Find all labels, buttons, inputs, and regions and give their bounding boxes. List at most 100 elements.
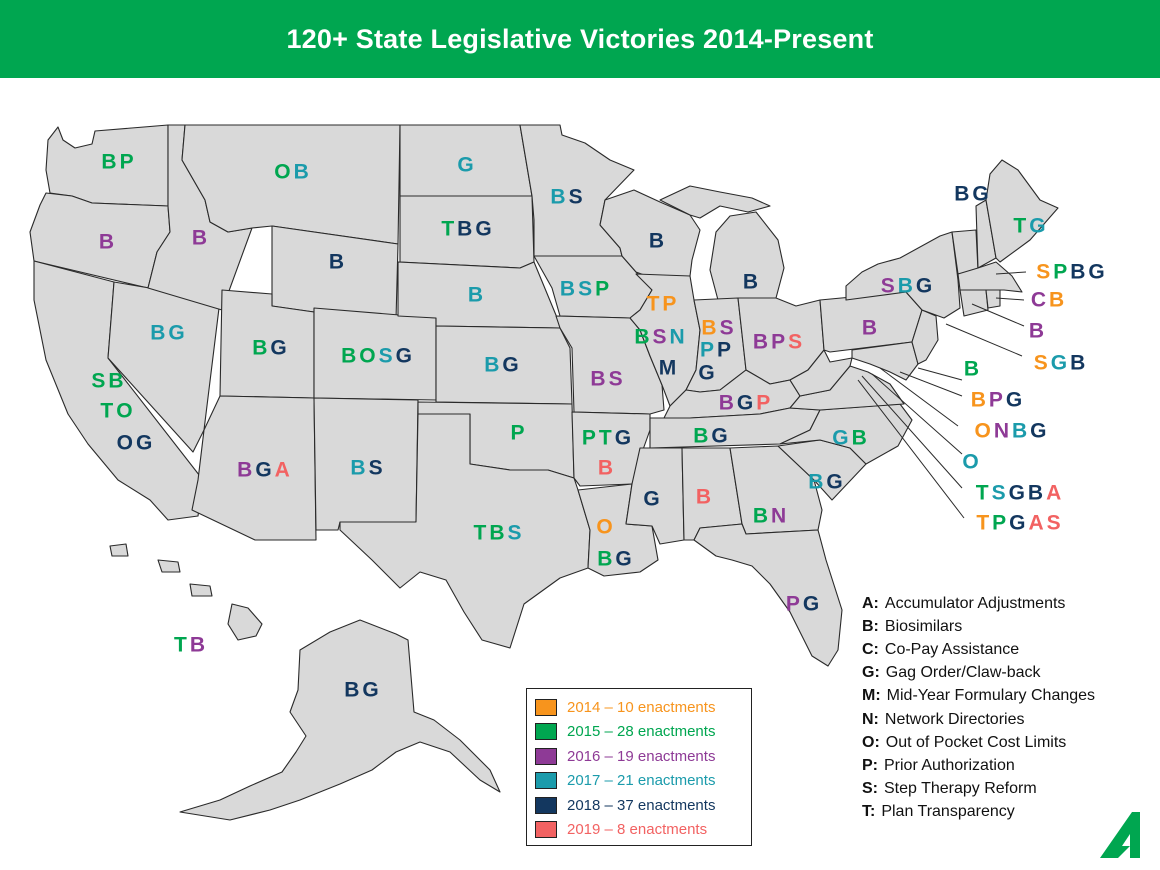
code-letter: T <box>473 521 488 545</box>
year-legend-label: 2017 – 21 enactments <box>567 772 716 790</box>
key-letter: P: <box>862 756 878 774</box>
leader-line-ri <box>995 297 1025 301</box>
state-hawaii-island-3 <box>189 583 213 597</box>
code-letter: G <box>255 458 273 482</box>
key-letter: C: <box>862 640 879 658</box>
year-color-swatch <box>535 747 557 765</box>
key-legend-row: C: Co-Pay Assistance <box>862 638 1152 661</box>
code-letter: B <box>970 388 987 412</box>
year-legend-label: 2015 – 28 enactments <box>567 723 716 741</box>
leader-line-de <box>917 367 963 381</box>
state-codes-south-carolina: BG <box>807 472 845 493</box>
state-codes-north-carolina: GB <box>831 428 869 449</box>
code-letter: G <box>168 321 186 345</box>
code-letter: B <box>693 424 710 448</box>
code-letter: P <box>1053 260 1069 284</box>
code-letter: B <box>108 369 125 393</box>
key-legend-row: S: Step Therapy Reform <box>862 778 1152 801</box>
code-letter: B <box>590 367 607 391</box>
state-codes-iowa: BSP <box>559 279 611 300</box>
state-codes-mississippi: G <box>642 489 661 510</box>
state-codes-washington: BP <box>100 152 135 173</box>
key-letter: B: <box>862 617 879 635</box>
code-letter: B <box>328 250 346 274</box>
key-legend-row: M: Mid-Year Formulary Changes <box>862 685 1152 708</box>
year-color-swatch <box>535 698 557 716</box>
state-codes-nebraska: B <box>467 285 485 306</box>
key-letter: O: <box>862 733 880 751</box>
code-letter: S <box>1046 511 1062 535</box>
code-letter: N <box>771 504 788 528</box>
code-letter: T <box>646 292 661 316</box>
state-codes-maine: TG <box>1012 216 1047 237</box>
code-letter: P <box>717 338 733 362</box>
state-codes-missouri: BS <box>589 369 624 390</box>
year-legend-row: 2016 – 19 enactments <box>535 744 745 769</box>
code-letter: B <box>341 344 358 368</box>
code-letter: S <box>880 274 896 298</box>
code-letter: G <box>915 274 934 298</box>
code-letter: S <box>788 330 804 354</box>
code-letter: B <box>189 633 206 657</box>
code-letter: B <box>648 229 666 253</box>
year-color-swatch <box>535 796 557 814</box>
state-codes-oklahoma: P <box>509 423 526 444</box>
year-legend-row: 2019 – 8 enactments <box>535 818 745 843</box>
code-letter: B <box>293 160 310 184</box>
code-letter: T <box>598 426 613 450</box>
state-michigan <box>709 211 785 301</box>
state-montana <box>181 124 401 245</box>
code-letter: S <box>1036 260 1052 284</box>
code-letter: B <box>457 217 474 241</box>
state-codes-kentucky: BGP <box>718 393 773 414</box>
year-legend: 2014 – 10 enactments 2015 – 28 enactments… <box>526 688 752 846</box>
state-codes-montana: OB <box>273 162 311 183</box>
code-letter: S <box>378 344 394 368</box>
code-letter: M <box>658 356 678 380</box>
code-letter: G <box>972 182 990 206</box>
code-letter: G <box>395 344 413 368</box>
key-description: Biosimilars <box>884 617 963 635</box>
code-letter: B <box>954 182 971 206</box>
state-codes-georgia: BN <box>752 506 788 527</box>
code-letter: G <box>736 391 755 415</box>
code-letter: T <box>441 217 456 241</box>
state-codes-illinois-3: M <box>658 358 679 379</box>
state-codes-dc: ONBG <box>973 421 1048 442</box>
map-title: 120+ State Legislative Victories 2014-Pr… <box>286 23 874 54</box>
key-letter: A: <box>862 594 879 612</box>
code-letter: B <box>467 283 485 307</box>
code-letter: T <box>975 481 990 505</box>
code-letter: S <box>608 367 624 391</box>
code-letter: P <box>992 511 1008 535</box>
state-codes-tennessee: BG <box>692 426 730 447</box>
state-codes-wisconsin: B <box>648 231 666 252</box>
code-letter: B <box>1012 419 1029 443</box>
code-letter: B <box>963 357 981 381</box>
code-letter: O <box>974 419 992 443</box>
code-letter: O <box>596 515 614 539</box>
code-letter: C <box>1030 288 1047 312</box>
key-legend-row: P: Prior Authorization <box>862 754 1152 777</box>
brand-logo <box>1100 812 1140 858</box>
code-letter: B <box>752 330 770 354</box>
leader-line-ct <box>971 303 1025 327</box>
code-letter: B <box>484 353 501 377</box>
code-letter: B <box>597 547 614 571</box>
state-alaska <box>179 619 501 821</box>
code-letter: P <box>988 388 1004 412</box>
key-legend-row: B: Biosimilars <box>862 615 1152 638</box>
code-letter: S <box>719 316 735 340</box>
code-letter: G <box>614 426 633 450</box>
code-letter: A <box>274 458 291 482</box>
state-codes-minnesota: BS <box>549 187 584 208</box>
state-codes-delaware: B <box>963 359 981 380</box>
state-codes-hawaii: TB <box>173 635 207 656</box>
key-legend-row: A: Accumulator Adjustments <box>862 592 1152 615</box>
code-letter: G <box>457 153 475 177</box>
code-letter: B <box>344 678 361 702</box>
state-codes-ohio: BPS <box>752 332 804 353</box>
state-hawaii <box>227 603 263 641</box>
year-color-swatch <box>535 723 557 741</box>
leader-line-va <box>857 379 965 519</box>
